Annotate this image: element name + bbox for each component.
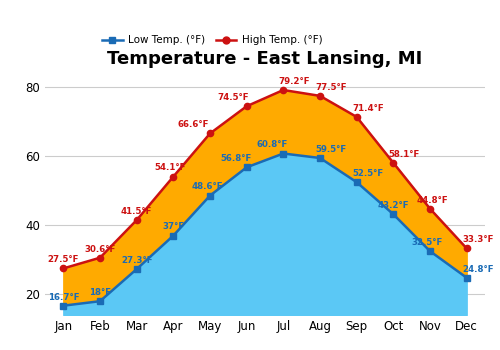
Text: 54.1°F: 54.1°F bbox=[155, 163, 186, 173]
High Temp. (°F) bbox=[464, 246, 469, 251]
Low Temp. (°F) bbox=[280, 152, 286, 156]
Text: 44.8°F: 44.8°F bbox=[417, 196, 448, 204]
High Temp. (°F) bbox=[170, 175, 176, 179]
Text: 60.8°F: 60.8°F bbox=[256, 140, 288, 149]
Low Temp. (°F) bbox=[170, 233, 176, 238]
Text: 56.8°F: 56.8°F bbox=[220, 154, 251, 163]
Text: 77.5°F: 77.5°F bbox=[316, 83, 347, 92]
Text: 27.3°F: 27.3°F bbox=[121, 256, 152, 265]
High Temp. (°F) bbox=[244, 104, 250, 108]
Low Temp. (°F) bbox=[427, 249, 433, 253]
Text: 33.3°F: 33.3°F bbox=[462, 235, 494, 244]
Text: 37°F: 37°F bbox=[162, 223, 184, 231]
Low Temp. (°F) bbox=[244, 165, 250, 169]
High Temp. (°F) bbox=[354, 115, 360, 119]
Text: 71.4°F: 71.4°F bbox=[352, 104, 384, 113]
Text: 74.5°F: 74.5°F bbox=[217, 93, 248, 102]
Low Temp. (°F) bbox=[464, 276, 469, 280]
Text: 66.6°F: 66.6°F bbox=[178, 120, 209, 130]
Text: 43.2°F: 43.2°F bbox=[378, 201, 409, 210]
Text: 30.6°F: 30.6°F bbox=[84, 245, 116, 253]
Low Temp. (°F) bbox=[390, 212, 396, 216]
Low Temp. (°F) bbox=[134, 267, 140, 271]
Title: Temperature - East Lansing, MI: Temperature - East Lansing, MI bbox=[108, 50, 422, 69]
High Temp. (°F) bbox=[134, 218, 140, 222]
Text: 52.5°F: 52.5°F bbox=[352, 169, 384, 178]
High Temp. (°F) bbox=[317, 94, 323, 98]
Text: 27.5°F: 27.5°F bbox=[48, 255, 79, 264]
High Temp. (°F) bbox=[97, 256, 103, 260]
Low Temp. (°F) bbox=[97, 299, 103, 303]
High Temp. (°F) bbox=[427, 206, 433, 211]
Text: 59.5°F: 59.5°F bbox=[316, 145, 346, 154]
Text: 41.5°F: 41.5°F bbox=[121, 207, 152, 216]
Low Temp. (°F) bbox=[354, 180, 360, 184]
Low Temp. (°F) bbox=[317, 156, 323, 160]
High Temp. (°F) bbox=[280, 88, 286, 92]
High Temp. (°F) bbox=[207, 131, 213, 135]
Legend: Low Temp. (°F), High Temp. (°F): Low Temp. (°F), High Temp. (°F) bbox=[98, 31, 326, 49]
Text: 18°F: 18°F bbox=[89, 288, 111, 297]
Low Temp. (°F) bbox=[60, 303, 66, 308]
High Temp. (°F) bbox=[60, 266, 66, 271]
Low Temp. (°F) bbox=[207, 194, 213, 198]
Text: 16.7°F: 16.7°F bbox=[48, 293, 79, 301]
High Temp. (°F) bbox=[390, 161, 396, 165]
Text: 32.5°F: 32.5°F bbox=[412, 238, 443, 247]
Text: 58.1°F: 58.1°F bbox=[389, 150, 420, 159]
Text: 48.6°F: 48.6°F bbox=[192, 182, 223, 191]
Text: 79.2°F: 79.2°F bbox=[278, 77, 310, 86]
Line: High Temp. (°F): High Temp. (°F) bbox=[60, 87, 470, 272]
Line: Low Temp. (°F): Low Temp. (°F) bbox=[60, 150, 470, 309]
Text: 24.8°F: 24.8°F bbox=[462, 265, 494, 274]
